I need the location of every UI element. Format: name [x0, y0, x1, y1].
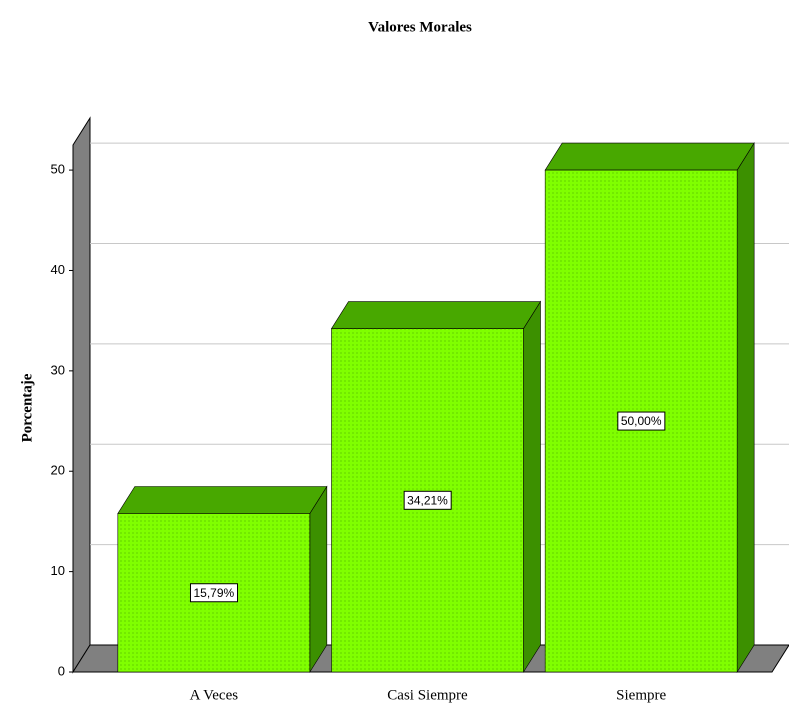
value-label-box — [403, 490, 452, 510]
y-axis-label: Porcentaje — [19, 373, 35, 442]
bar-side — [736, 142, 755, 674]
value-label: 50,00% — [621, 414, 662, 428]
bar-top — [544, 142, 755, 171]
x-tick-label: Siempre — [616, 687, 666, 703]
chart-title: Valores Morales — [368, 19, 472, 35]
y-tick-label: 30 — [51, 362, 65, 377]
x-tick-label: Casi Siempre — [387, 687, 468, 703]
y-tick-label: 50 — [51, 162, 65, 177]
value-label: 34,21% — [407, 493, 448, 507]
bar-side — [309, 485, 328, 674]
left-wall — [72, 116, 91, 674]
bar-top — [117, 486, 328, 514]
y-tick-label: 0 — [58, 663, 65, 678]
x-tick-label: A Veces — [190, 687, 239, 703]
value-label-box — [617, 411, 666, 431]
bar-side — [523, 300, 541, 674]
y-tick-label: 20 — [51, 463, 65, 478]
bar-top — [330, 301, 542, 329]
bars: 15,79% A Veces 34,21% Casi Siempre 50,00% Sie… — [117, 142, 755, 703]
y-tick-label: 40 — [51, 262, 65, 277]
value-label-box — [189, 583, 239, 603]
value-label: 15,79% — [193, 586, 234, 600]
y-tick-label: 10 — [51, 563, 65, 578]
